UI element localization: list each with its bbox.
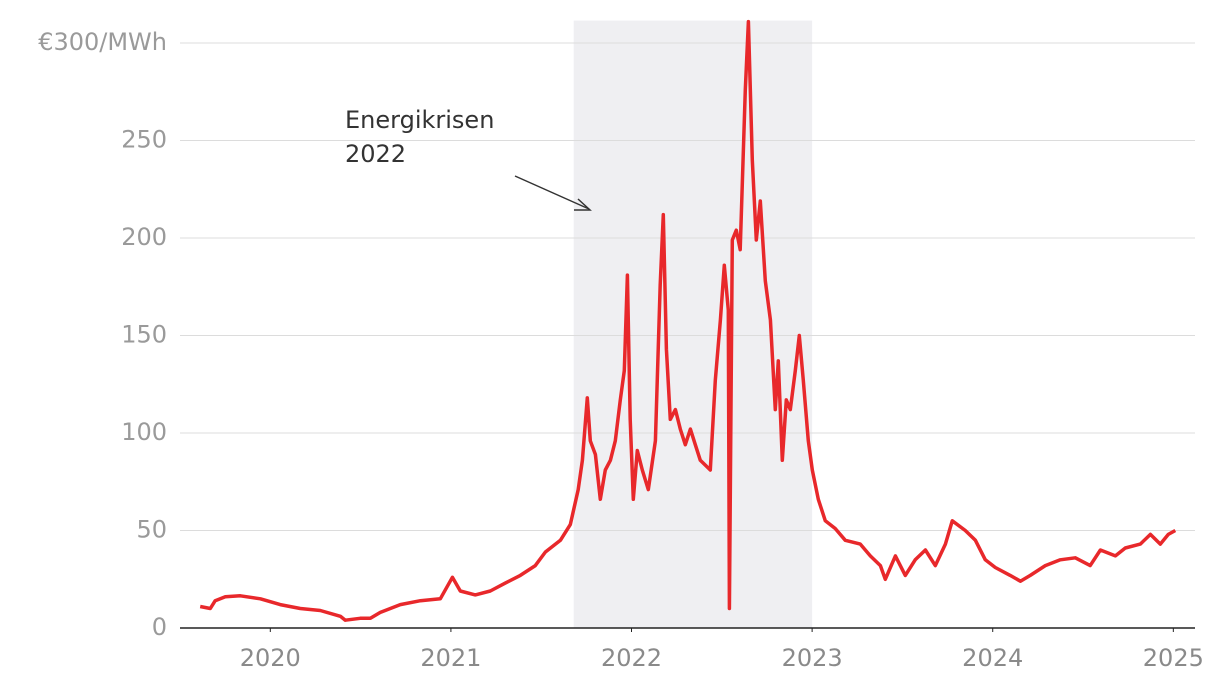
annotation-text: Energikrisen [345, 106, 494, 134]
x-tick-label: 2021 [420, 644, 481, 672]
y-tick-label: 50 [136, 516, 167, 544]
y-tick-label: 0 [152, 613, 167, 641]
x-tick-label: 2025 [1143, 644, 1204, 672]
annotation-text: 2022 [345, 140, 406, 168]
x-tick-label: 2023 [782, 644, 843, 672]
x-tick-label: 2024 [962, 644, 1023, 672]
price-line [199, 19, 1177, 622]
x-tick-label: 2020 [240, 644, 301, 672]
annotation-arrow [514, 175, 590, 210]
highlight-band [573, 20, 813, 629]
y-tick-label: 200 [121, 223, 167, 251]
y-tick-label: 100 [121, 418, 167, 446]
y-tick-label: 250 [121, 126, 167, 154]
y-tick-label: 150 [121, 321, 167, 349]
x-tick-label: 2022 [601, 644, 662, 672]
y-tick-label: €300/MWh [38, 28, 167, 56]
annotation-arrowhead [574, 198, 592, 211]
